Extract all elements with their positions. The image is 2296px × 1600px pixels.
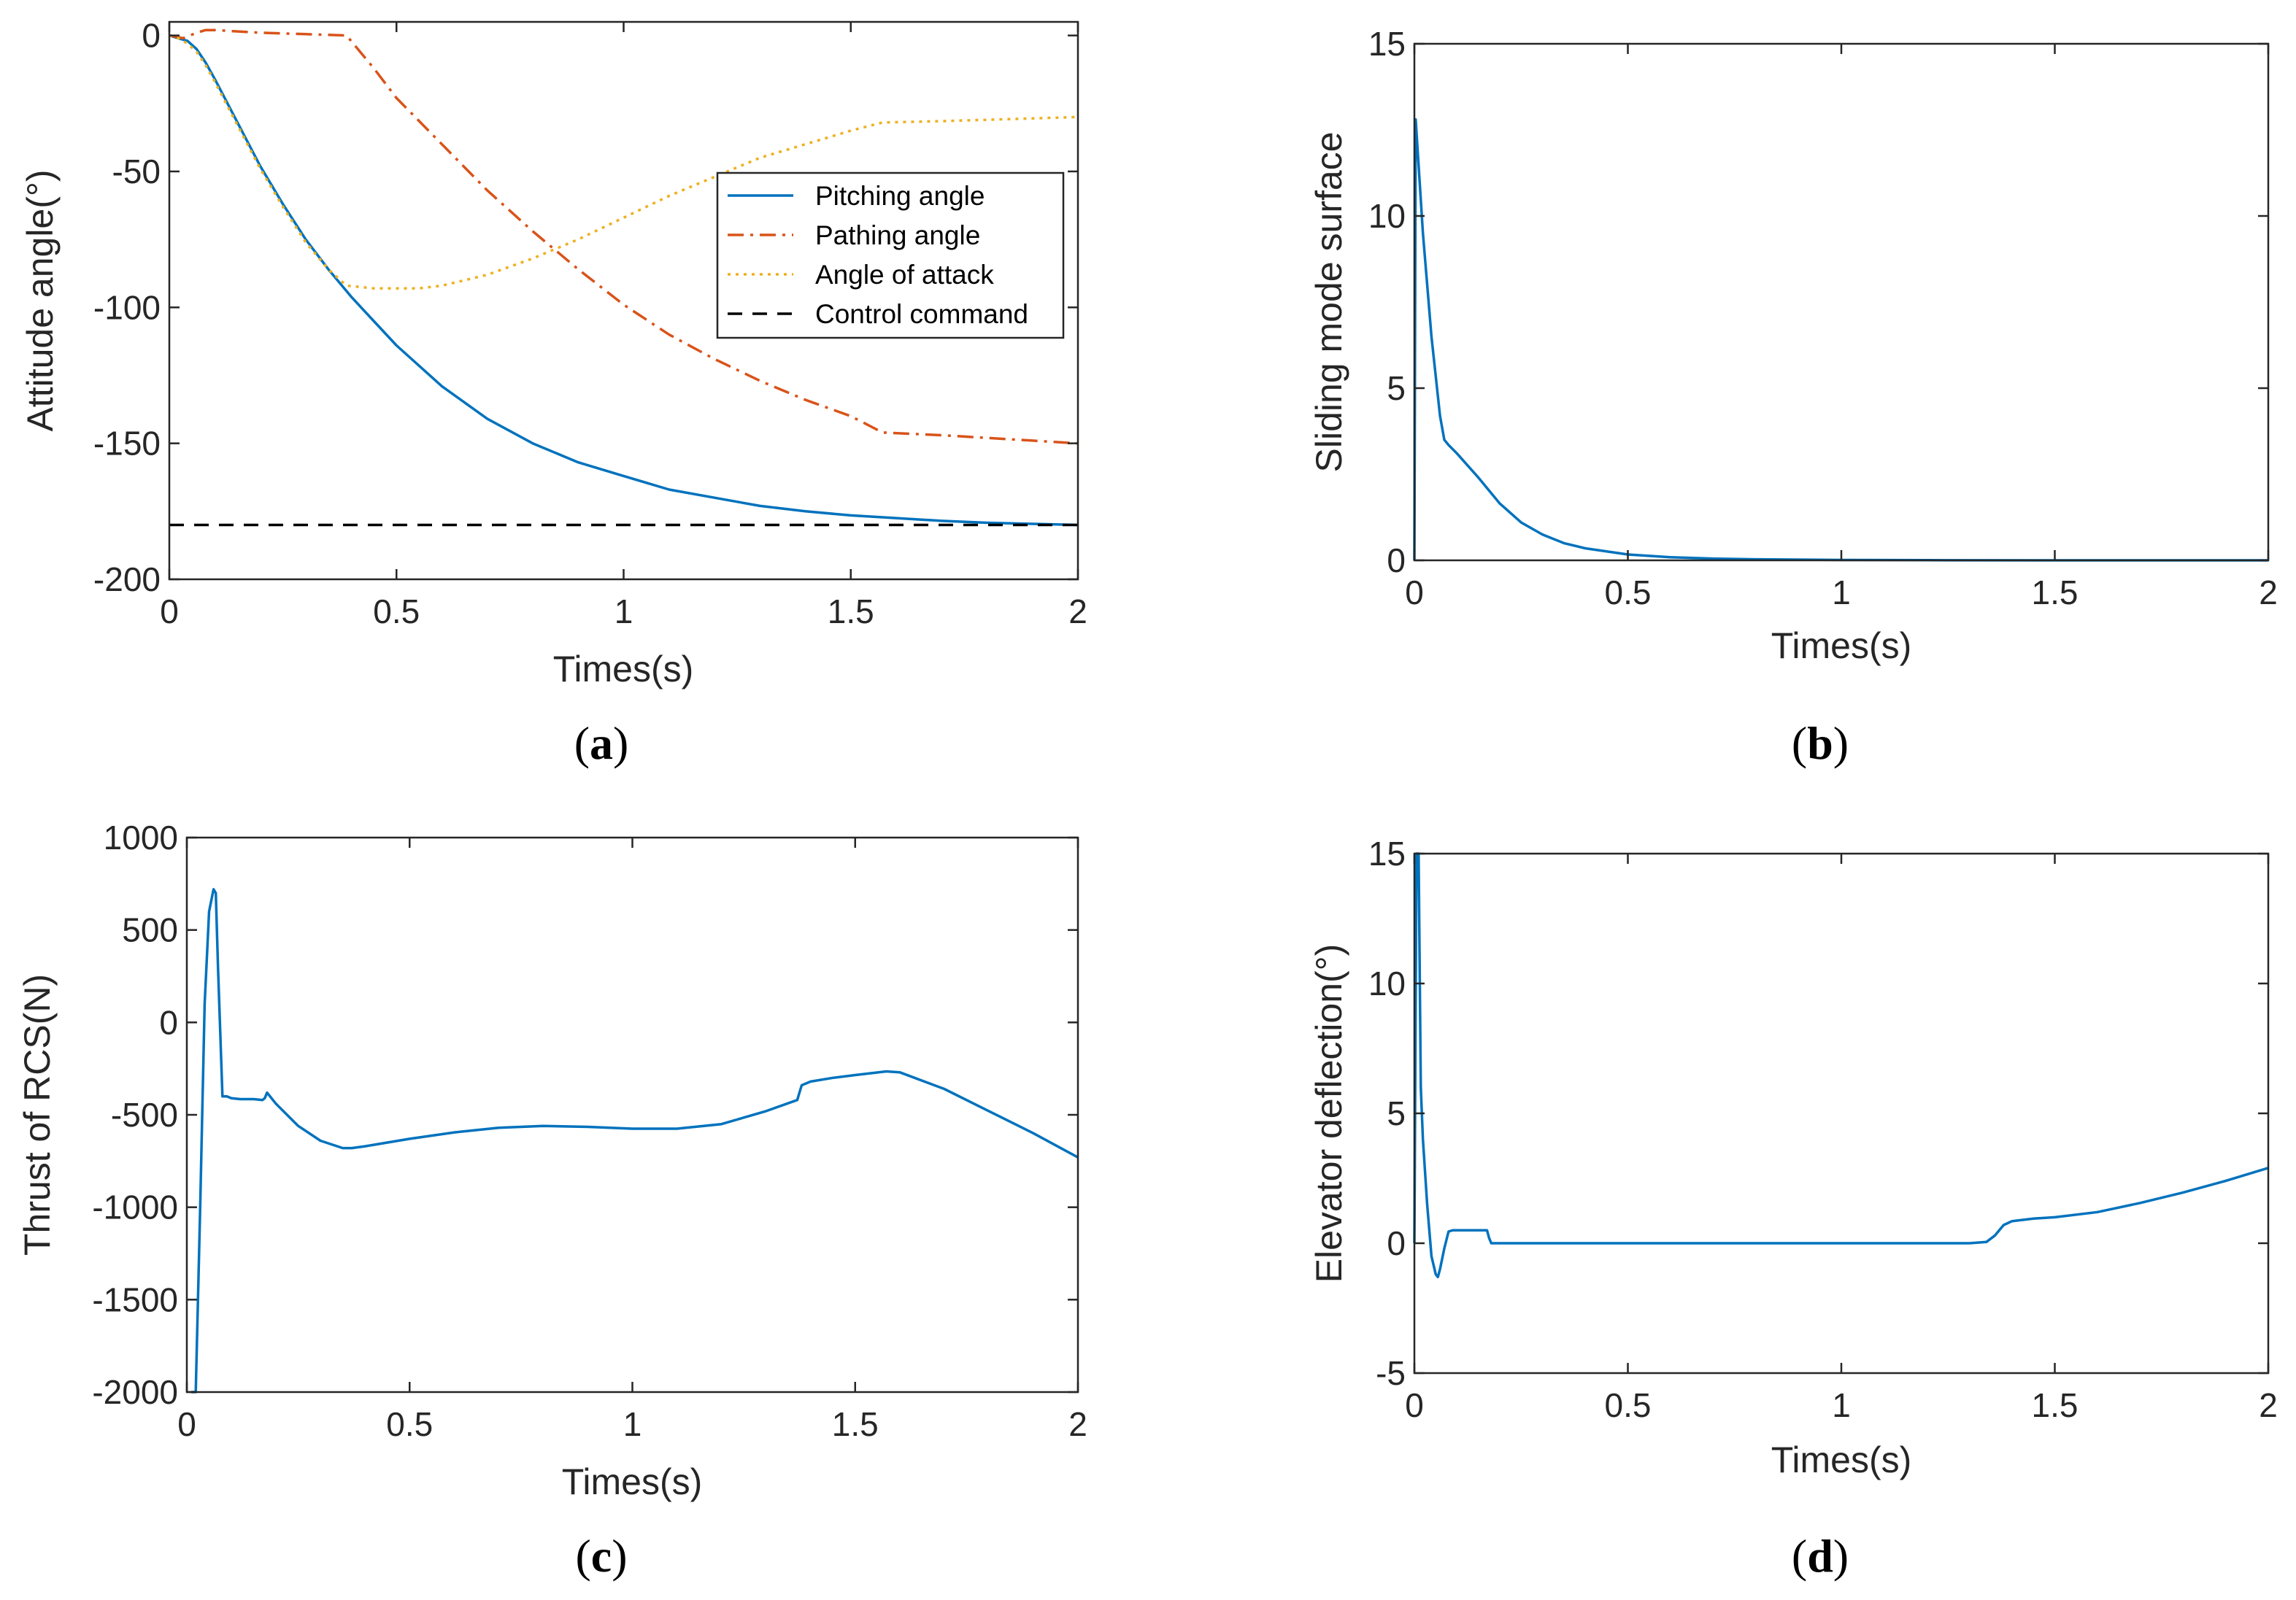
caption-open-paren: (	[574, 717, 590, 769]
y-tick-label: 5	[1387, 1094, 1406, 1132]
caption-open-paren: (	[575, 1530, 590, 1582]
caption-close-paren: )	[612, 1530, 627, 1582]
series-line-pathing-angle	[169, 28, 1079, 445]
plot-area	[187, 838, 1078, 1392]
axis-box	[1413, 852, 2270, 1375]
plot-area	[1414, 44, 2268, 560]
legend-box	[716, 171, 1065, 339]
caption-close-paren: )	[1833, 717, 1849, 769]
x-tick-label: 0.5	[386, 1405, 433, 1443]
plot-area	[1414, 854, 2268, 1373]
y-tick-label: 10	[1368, 197, 1406, 235]
caption-letter: a	[590, 717, 613, 769]
x-tick-label: 2	[2259, 1386, 2278, 1424]
x-axis-label: Times(s)	[1771, 625, 1912, 666]
x-tick-label: 2	[1068, 1405, 1087, 1443]
panel-caption: (a)	[574, 717, 629, 769]
y-tick-label: -500	[111, 1096, 178, 1134]
y-axis-label: Sliding mode surface	[1309, 132, 1349, 473]
x-tick-label: 0.5	[1605, 573, 1652, 611]
x-tick-label: 1	[623, 1405, 642, 1443]
legend: Pitching angle Pathing angle Angle of atta…	[716, 171, 1065, 339]
series-line-pitching-angle	[169, 34, 1079, 527]
legend-label: Pathing angle	[815, 220, 980, 250]
legend-label: Pitching angle	[815, 181, 985, 211]
x-axis-label: Times(s)	[553, 649, 694, 689]
panel-caption: (d)	[1792, 1530, 1849, 1582]
panel-b: 0 0.5 1 1.5 2 0 5 10 15 Times(s) Sliding mode su…	[1309, 25, 2278, 769]
y-tick-label: -50	[112, 152, 161, 190]
y-tick-label: 0	[1387, 541, 1406, 579]
x-tick-label: 0	[1405, 573, 1424, 611]
series-line-thrust-of-rcs	[191, 888, 1079, 1394]
panel-c: 0 0.5 1 1.5 2 1000 500 0 -500 -1000 -1500 -2000 Tim…	[17, 819, 1087, 1582]
series-layer	[169, 28, 1079, 527]
series-line-elevator-deflection	[1413, 852, 2269, 1279]
panel-a: 0 0.5 1 1.5 2 0 -50 -100 -150 -200 Times(s) Attit…	[20, 17, 1087, 769]
x-tick-label: 1.5	[832, 1405, 879, 1443]
y-tick-label: 0	[159, 1003, 178, 1041]
x-tick-label: 0	[1405, 1386, 1424, 1424]
x-tick-label: 1	[1832, 1386, 1851, 1424]
x-tick-label: 0.5	[373, 592, 420, 630]
y-tick-label: -2000	[92, 1373, 178, 1411]
y-tick-label: -1500	[92, 1280, 178, 1318]
series-layer	[1413, 852, 2269, 1279]
caption-letter: d	[1807, 1530, 1833, 1582]
y-tick-label: 0	[142, 17, 161, 55]
y-tick-label: 15	[1368, 25, 1406, 63]
y-tick-label: 1000	[104, 819, 178, 857]
ticks-layer: 0 0.5 1 1.5 2 1000 500 0 -500 -1000 -1500 -2000	[92, 819, 1087, 1443]
x-tick-label: 1.5	[828, 592, 874, 630]
legend-label: Control command	[815, 299, 1028, 329]
y-tick-label: 15	[1368, 835, 1406, 873]
x-tick-label: 2	[2259, 573, 2278, 611]
caption-close-paren: )	[613, 717, 628, 769]
legend-label: Angle of attack	[815, 260, 994, 290]
x-axis-label: Times(s)	[1771, 1439, 1912, 1480]
panel-caption: (c)	[575, 1530, 627, 1582]
y-axis-label: Attitude angle(°)	[20, 169, 61, 431]
x-tick-label: 0.5	[1605, 1386, 1652, 1424]
y-axis-label: Thrust of RCS(N)	[17, 974, 58, 1256]
caption-open-paren: (	[1792, 717, 1807, 769]
y-tick-label: -150	[93, 425, 161, 463]
panel-caption: (b)	[1792, 717, 1849, 769]
x-tick-label: 0	[177, 1405, 196, 1443]
axis-box	[1413, 42, 2270, 562]
series-line-angle-of-attack	[169, 34, 1079, 290]
series-layer	[191, 888, 1079, 1394]
axis-box	[185, 836, 1079, 1394]
y-tick-label: -1000	[92, 1189, 178, 1226]
axis-box	[168, 20, 1079, 581]
caption-open-paren: (	[1792, 1530, 1807, 1582]
x-tick-label: 1	[1832, 573, 1851, 611]
caption-letter: b	[1807, 717, 1833, 769]
y-tick-label: -100	[93, 288, 161, 326]
ticks-layer: 0 0.5 1 1.5 2 0 5 10 15	[1368, 25, 2278, 611]
y-tick-label: -5	[1376, 1354, 1406, 1392]
y-tick-label: 10	[1368, 965, 1406, 1002]
y-axis-label: Elevator deflection(°)	[1309, 944, 1349, 1283]
y-tick-label: 500	[122, 911, 178, 949]
y-tick-label: -200	[93, 560, 161, 598]
x-axis-label: Times(s)	[562, 1461, 703, 1502]
y-tick-label: 0	[1387, 1224, 1406, 1262]
ticks-layer: 0 0.5 1 1.5 2 0 -50 -100 -150 -200	[93, 17, 1087, 630]
x-tick-label: 1	[615, 592, 633, 630]
caption-letter: c	[591, 1530, 612, 1582]
y-tick-label: 5	[1387, 369, 1406, 407]
x-tick-label: 0	[160, 592, 179, 630]
x-tick-label: 2	[1068, 592, 1087, 630]
caption-close-paren: )	[1833, 1530, 1849, 1582]
x-tick-label: 1.5	[2032, 1386, 2079, 1424]
x-tick-label: 1.5	[2032, 573, 2079, 611]
